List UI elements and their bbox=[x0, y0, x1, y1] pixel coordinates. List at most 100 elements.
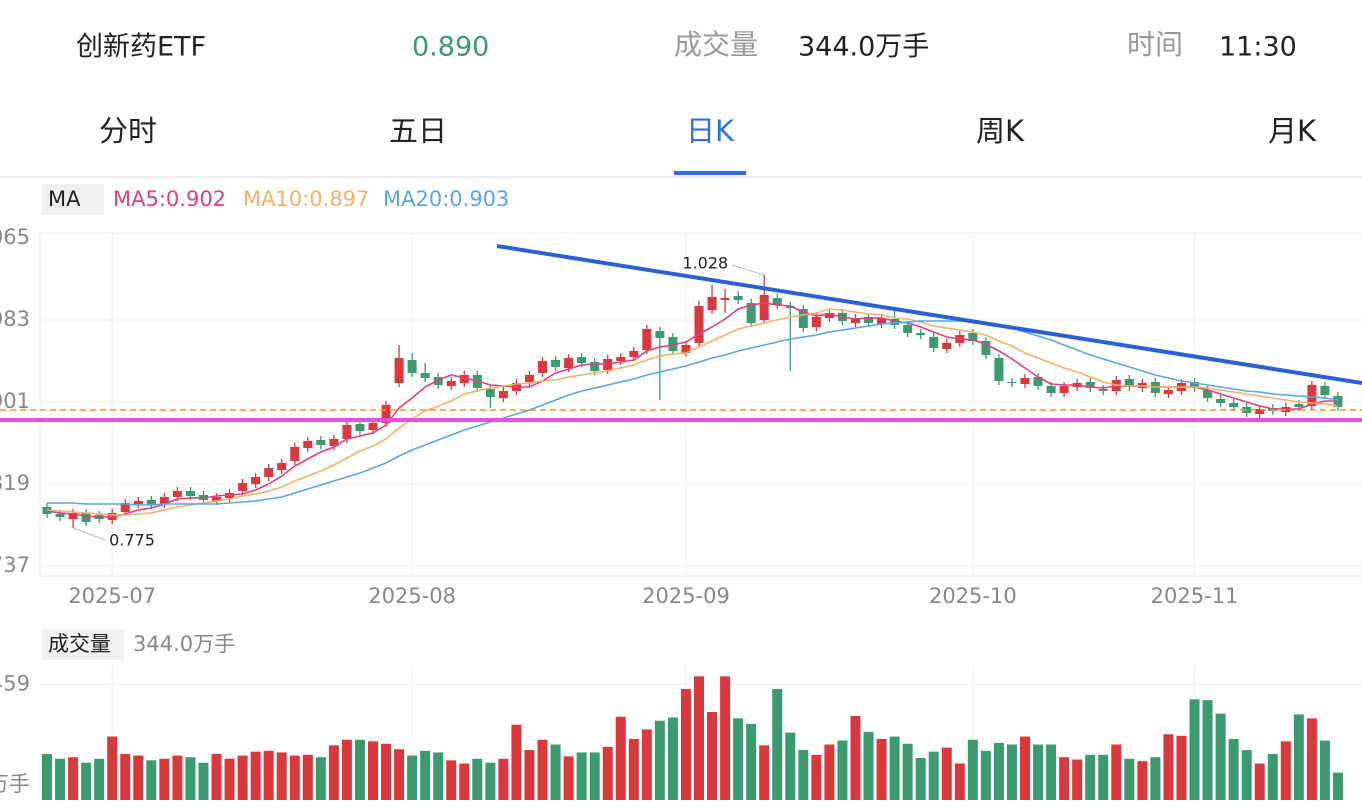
candle-body bbox=[681, 345, 691, 353]
volume-bar bbox=[394, 749, 405, 800]
volume-bar bbox=[850, 715, 861, 800]
volume-bar bbox=[250, 751, 261, 800]
volume-bar bbox=[1046, 744, 1057, 800]
candle-body bbox=[1242, 407, 1252, 413]
candle-body bbox=[1216, 399, 1226, 403]
volume-bar bbox=[381, 743, 392, 800]
volume-bar bbox=[485, 762, 496, 800]
volume-bar bbox=[628, 738, 639, 800]
volume-bar bbox=[459, 763, 470, 800]
candle-body bbox=[172, 491, 182, 497]
candle-body bbox=[798, 309, 808, 328]
volume-bar bbox=[1033, 744, 1044, 800]
candle-body bbox=[1203, 390, 1213, 398]
volume-bar bbox=[1163, 734, 1174, 800]
volume-bar bbox=[785, 732, 796, 800]
y-tick-label: 1.065 bbox=[0, 225, 30, 249]
volume-bar bbox=[576, 752, 587, 800]
candle-body bbox=[1163, 390, 1173, 394]
candle-body bbox=[303, 441, 313, 448]
volume-bar bbox=[263, 750, 274, 800]
ma-lines bbox=[46, 302, 1339, 518]
legend-entry: MA20:0.903 bbox=[383, 187, 509, 211]
legend-title: MA bbox=[48, 187, 81, 211]
legend-entry: MA10:0.897 bbox=[243, 187, 369, 211]
candle-body bbox=[629, 351, 639, 357]
volume-bar bbox=[1137, 761, 1148, 800]
candle-body bbox=[981, 341, 991, 355]
volume-bar bbox=[537, 739, 548, 800]
grid: 0.737 0.819 0.901 0.983 1.065 2025-07 2025-08 2… bbox=[0, 225, 1362, 800]
volume-bar bbox=[837, 740, 848, 800]
volume-bar bbox=[511, 724, 522, 800]
volume-bar bbox=[1072, 759, 1083, 800]
volume-bar bbox=[420, 750, 431, 800]
tab[interactable]: 分时 bbox=[99, 114, 157, 148]
volume-tick-label: 1459 bbox=[0, 671, 30, 695]
volume-bar bbox=[733, 718, 744, 800]
tab[interactable]: 周K bbox=[976, 114, 1025, 148]
candle-body bbox=[212, 497, 222, 501]
time-value: 11:30 bbox=[1219, 32, 1297, 63]
candle-body bbox=[1255, 409, 1265, 414]
candle-body bbox=[277, 463, 287, 470]
x-tick-label: 2025-07 bbox=[68, 584, 156, 608]
candle-body bbox=[942, 343, 952, 349]
candle-body bbox=[290, 447, 300, 461]
volume-bar bbox=[694, 676, 704, 800]
x-tick-label: 2025-08 bbox=[368, 584, 456, 608]
x-tick-label: 2025-09 bbox=[642, 584, 730, 608]
candle-body bbox=[238, 483, 248, 491]
volume-bar bbox=[302, 754, 313, 800]
volume-bar bbox=[1241, 750, 1252, 800]
volume-bar bbox=[928, 751, 939, 800]
low-label: 0.775 bbox=[109, 531, 155, 550]
candle-body bbox=[772, 298, 782, 305]
tab[interactable]: 日K bbox=[686, 114, 735, 148]
volume-bar bbox=[1098, 754, 1109, 800]
volume-bar bbox=[198, 762, 209, 800]
volume-bar bbox=[1124, 758, 1135, 800]
tab[interactable]: 五日 bbox=[389, 114, 447, 148]
candle-body bbox=[1307, 385, 1317, 406]
volume-bar bbox=[680, 689, 691, 800]
tab[interactable]: 月K bbox=[1268, 114, 1317, 148]
volume-bar bbox=[798, 750, 809, 800]
volume-bar bbox=[772, 689, 783, 800]
tab-indicator bbox=[674, 171, 746, 175]
volume-bar bbox=[407, 755, 418, 800]
candle-body bbox=[642, 329, 652, 350]
y-tick-label: 0.901 bbox=[0, 389, 30, 413]
candle-body bbox=[459, 375, 469, 383]
volume-bar bbox=[824, 744, 835, 800]
volume-bar bbox=[289, 755, 300, 800]
volume-bar bbox=[641, 729, 652, 800]
volume-bar bbox=[954, 763, 965, 800]
volume-bar bbox=[980, 750, 991, 800]
volume-bar bbox=[1006, 744, 1017, 800]
candle-body bbox=[903, 325, 913, 333]
candle-body bbox=[264, 468, 274, 477]
candle-body bbox=[1098, 389, 1108, 391]
candle-body bbox=[850, 318, 860, 323]
legend-box bbox=[42, 184, 104, 215]
volume-bar bbox=[667, 717, 678, 800]
candle-body bbox=[159, 497, 169, 504]
candle-body bbox=[1046, 386, 1056, 393]
candle-body bbox=[1190, 382, 1200, 388]
candle-body bbox=[824, 313, 834, 318]
volume-bar bbox=[524, 750, 535, 800]
candle-body bbox=[994, 358, 1004, 381]
volume-bar bbox=[550, 744, 561, 800]
volume-bar bbox=[120, 754, 131, 800]
candle-body bbox=[394, 358, 404, 383]
volume-bar bbox=[876, 738, 887, 800]
candle-body bbox=[1294, 404, 1304, 407]
volume-bar bbox=[759, 745, 770, 800]
x-tick-label: 2025-11 bbox=[1151, 584, 1239, 608]
volume-bar bbox=[1267, 754, 1278, 800]
volume-bar bbox=[1293, 714, 1304, 800]
volume-bar bbox=[941, 747, 952, 800]
